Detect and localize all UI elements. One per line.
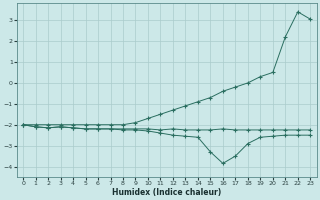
X-axis label: Humidex (Indice chaleur): Humidex (Indice chaleur) <box>112 188 221 197</box>
